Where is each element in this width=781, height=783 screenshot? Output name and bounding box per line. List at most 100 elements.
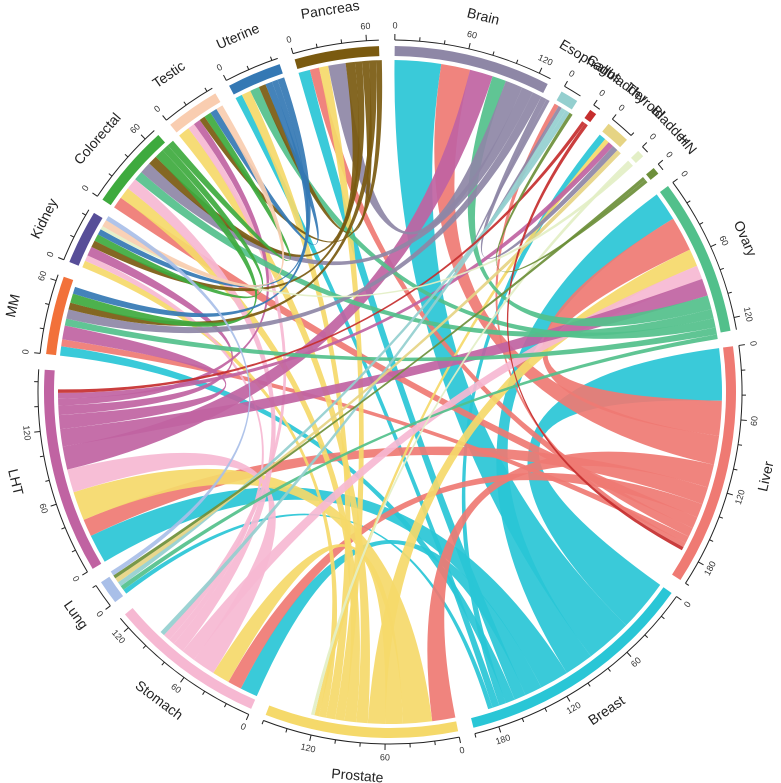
tick-liver-160 [709,539,714,542]
sector-axis-mm [39,274,59,354]
sector-arc-gallbladder [584,109,597,123]
tick-liver-200 [685,582,690,586]
tick-uterine-0 [223,74,227,81]
tick-liver-80 [737,444,743,446]
ribbon-colorectal-testic [167,112,291,262]
tick-label-prostate-0: 0 [459,745,466,756]
tick-label-uterine-0: 0 [215,62,224,73]
tick-label-kidney-0: 0 [45,250,56,258]
tick-breast-100 [587,682,591,687]
tick-label-ovary-60: 60 [717,234,730,247]
tick-lht-100 [39,455,44,458]
tick-testic-20 [183,101,187,106]
ribbon-uterine-mm [72,77,311,318]
tick-label-ovary-120: 120 [742,306,755,323]
tick-lht-0 [82,571,88,576]
sector-label-breast: Breast [585,692,628,728]
tick-label-colorectal-0: 0 [80,183,91,193]
tick-label-lht-60: 60 [37,502,50,515]
tick-pancreas-20 [315,43,318,48]
tick-label-lht-120: 120 [21,425,33,441]
sector-axis-kidney [63,209,90,260]
tick-lht-60 [50,503,57,507]
sector-arc-pancreas [294,46,380,70]
ribbon-brain-colorectal [141,87,533,266]
tick-testic-40 [204,87,208,92]
tick-lht-20 [71,549,76,553]
sector-arc-ovary [659,185,731,333]
sector-axis-testic [166,87,213,121]
ribbon-brain-thyroid [480,96,618,259]
sector-arc-lht [44,369,102,569]
tick-ovary-60 [710,243,717,248]
tick-uterine-40 [270,56,273,61]
tick-label-brain-0: 0 [392,20,397,30]
tick-prostate-160 [261,720,264,725]
tick-liver-0 [738,344,745,346]
tick-breast-200 [474,733,477,738]
tick-label-liver-180: 180 [702,559,718,577]
ribbon-prostate-ovary [367,249,698,724]
sector-arc-colorectal [102,135,166,206]
tick-mm-20 [39,327,44,330]
tick-lht-120 [34,430,41,433]
sector-axis-uterine [226,57,278,81]
sector-axis-bladder [642,146,648,153]
ribbon-colorectal-kidney [94,145,264,299]
sector-axis-hn [657,163,664,171]
tick-pancreas-40 [340,39,343,44]
sector-arc-bladder [630,150,644,164]
sector-arc-prostate [265,705,459,739]
tick-label-lht-0: 0 [70,574,81,583]
sector-axis-brain [394,39,551,80]
sector-label-mm: MM [2,293,23,319]
tick-colorectal-40 [124,153,129,158]
sector-arc-esophagus [556,91,578,110]
tick-stomach-0 [245,714,250,721]
tick-breast-80 [607,668,611,672]
sector-label-kidney: Kidney [27,196,60,241]
tick-label-liver-60: 60 [749,416,760,427]
ribbon-breast-stomach [240,540,542,697]
ribbons-layer [57,60,722,724]
tick-colorectal-20 [108,173,113,177]
sector-axis-breast [474,596,677,735]
ribbon-lht-kidney [58,246,233,416]
sector-axis-prostate [263,720,460,745]
sector-arc-hn [646,167,659,180]
tick-bladder-0 [642,142,648,148]
sector-arc-stomach [124,607,256,709]
tick-prostate-100 [334,739,337,744]
tick-label-breast-0: 0 [682,599,693,609]
sector-axis-gallbladder [593,104,601,110]
ribbon-lht-ovary [60,278,708,447]
tick-colorectal-60 [140,134,146,140]
ribbon-liver-colorectal [114,197,698,529]
tick-mm-60 [50,278,57,282]
tick-brain-100 [515,59,519,64]
tick-label-breast-60: 60 [629,655,643,669]
tick-lht-80 [45,479,50,482]
sector-axis-liver [685,345,743,584]
ribbon-liver-prostate [427,451,714,722]
tick-liver-180 [698,561,704,566]
tick-brain-80 [492,51,495,56]
tick-label-mm-60: 60 [36,270,49,283]
ribbon-ovary-brain [467,76,712,327]
tick-brain-120 [538,67,543,74]
tick-label-colorectal-60: 60 [128,121,142,135]
tick-stomach-120 [123,627,129,633]
sector-label-ovary: Ovary [731,218,761,259]
tick-breast-60 [626,651,632,658]
tick-label-brain-60: 60 [466,29,478,41]
ribbon-brain-pancreas [328,62,523,235]
tick-label-mm-0: 0 [20,349,30,355]
tick-stomach-20 [224,703,227,708]
tick-ovary-40 [699,222,704,225]
tick-colorectal-0 [92,192,98,197]
ribbon-ovary-mm [64,318,717,362]
tick-label-pancreas-0: 0 [285,34,293,45]
tick-breast-180 [498,726,502,733]
tick-kidney-40 [81,212,86,216]
tick-label-stomach-0: 0 [239,721,248,732]
